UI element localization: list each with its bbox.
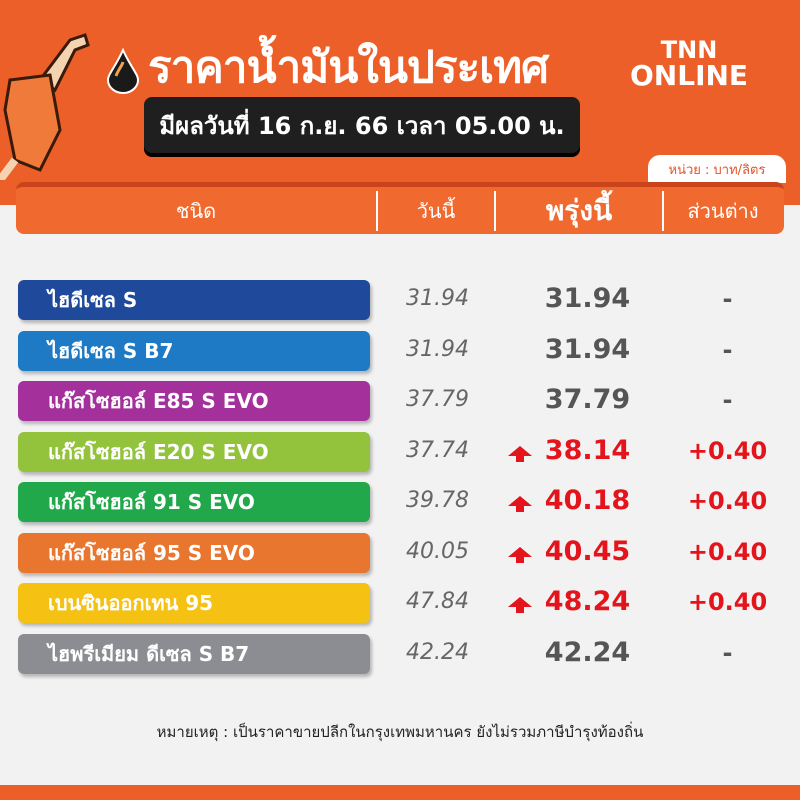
today-price: 42.24 — [406, 639, 469, 665]
today-price: 40.05 — [406, 538, 469, 564]
today-price: 31.94 — [406, 286, 469, 311]
col-today: วันนี้ — [376, 190, 494, 231]
fuel-type-label: แก๊สโซฮอล์ E20 S EVO — [18, 431, 370, 472]
tomorrow-price: 48.24 — [544, 586, 631, 617]
price-difference: +0.40 — [687, 487, 768, 515]
fuel-type-label: ไฮพรีเมียม ดีเซล S B7 — [18, 633, 370, 674]
today-price: 39.78 — [406, 488, 469, 513]
fuel-type-label: แก๊สโซฮอล์ 95 S EVO — [18, 532, 370, 573]
fuel-type-label: แก๊สโซฮอล์ 91 S EVO — [18, 482, 370, 522]
logo-line1: TNN — [660, 36, 718, 64]
tomorrow-price: 38.14 — [544, 434, 631, 466]
arrow-up-icon — [508, 445, 532, 462]
table-row: ไฮดีเซล S 31.94 31.94 - — [0, 280, 800, 320]
tomorrow-price: 31.94 — [544, 333, 631, 365]
page-title: ราคาน้ำมันในประเทศ — [148, 42, 549, 93]
table-row: ไฮดีเซล S B7 31.94 31.94 - — [0, 330, 800, 371]
fuel-type-label: ไฮดีเซล S — [18, 280, 370, 320]
arrow-up-icon — [508, 546, 532, 563]
fuel-type-label: แก๊สโซฮอล์ E85 S EVO — [18, 381, 370, 421]
table-row: แก๊สโซฮอล์ E85 S EVO 37.79 37.79 - — [0, 381, 800, 421]
oil-drop-icon — [106, 48, 140, 94]
today-price: 37.74 — [406, 437, 469, 463]
price-difference: +0.40 — [687, 537, 768, 566]
logo-line2: ONLINE — [630, 59, 749, 92]
fuel-type-label: ไฮดีเซล S B7 — [18, 330, 370, 371]
fuel-type-label: เบนซินออกเทน 95 — [18, 583, 370, 623]
footnote: หมายเหตุ : เป็นราคาขายปลีกในกรุงเทพมหานค… — [156, 723, 644, 741]
unit-label: หน่วย : บาท/ลิตร — [648, 155, 786, 183]
table-row: แก๊สโซฮอล์ 95 S EVO 40.05 40.45 +0.40 — [0, 532, 800, 573]
tnn-logo: TNN ONLINE — [630, 38, 748, 90]
table-row: เบนซินออกเทน 95 47.84 48.24 +0.40 — [0, 583, 800, 623]
price-difference: - — [722, 335, 733, 364]
arrow-up-icon — [508, 597, 532, 613]
tomorrow-price: 31.94 — [544, 283, 631, 314]
today-price: 31.94 — [406, 336, 469, 362]
price-difference: +0.40 — [687, 436, 768, 465]
today-price: 47.84 — [406, 589, 469, 614]
col-difference: ส่วนต่าง — [662, 190, 782, 231]
arrow-up-icon — [508, 496, 532, 512]
tomorrow-price: 40.45 — [544, 535, 631, 567]
table-row: ไฮพรีเมียม ดีเซล S B7 42.24 42.24 - — [0, 633, 800, 674]
tomorrow-price: 40.18 — [544, 485, 631, 516]
tomorrow-price: 37.79 — [544, 384, 631, 415]
price-difference: - — [722, 638, 733, 667]
price-difference: +0.40 — [687, 588, 768, 616]
tomorrow-price: 42.24 — [544, 636, 631, 668]
fuel-nozzle-icon — [0, 33, 90, 180]
col-type: ชนิด — [175, 198, 217, 223]
table-row: แก๊สโซฮอล์ 91 S EVO 39.78 40.18 +0.40 — [0, 482, 800, 522]
table-row: แก๊สโซฮอล์ E20 S EVO 37.74 38.14 +0.40 — [0, 431, 800, 472]
footer-bar — [0, 785, 800, 800]
price-difference: - — [722, 386, 733, 414]
col-tomorrow: พรุ่งนี้ — [494, 190, 662, 231]
effective-date: มีผลวันที่ 16 ก.ย. 66 เวลา 05.00 น. — [144, 97, 580, 153]
table-header: ชนิด วันนี้ พรุ่งนี้ ส่วนต่าง — [16, 182, 784, 234]
today-price: 37.79 — [406, 387, 469, 412]
price-difference: - — [722, 285, 733, 313]
